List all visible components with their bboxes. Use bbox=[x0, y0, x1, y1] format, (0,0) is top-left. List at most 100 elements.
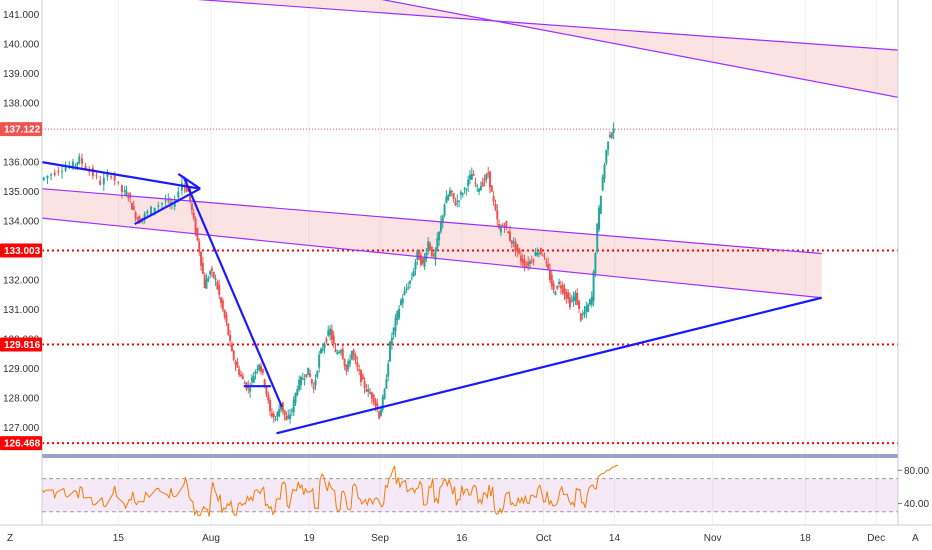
candle-body bbox=[249, 387, 252, 392]
candle-body bbox=[556, 286, 559, 289]
candle-body bbox=[336, 352, 339, 354]
channel-bands bbox=[42, 0, 898, 298]
time-axis-background bbox=[0, 525, 932, 550]
candle-body bbox=[258, 364, 261, 371]
candle-body bbox=[518, 248, 521, 254]
price-axis[interactable]: 127.000128.000129.000130.000131.000132.0… bbox=[3, 10, 40, 434]
time-tick-label: Nov bbox=[704, 533, 722, 544]
candle-body bbox=[267, 394, 270, 401]
candle-body bbox=[476, 185, 479, 187]
candle-body bbox=[299, 376, 302, 386]
candle-body bbox=[287, 415, 290, 419]
candle-body bbox=[490, 185, 493, 192]
candle-body bbox=[568, 297, 571, 308]
candle-body bbox=[439, 221, 442, 232]
candle-body bbox=[456, 200, 459, 202]
candle-body bbox=[398, 308, 401, 318]
candle-body bbox=[450, 190, 453, 193]
candle-body bbox=[438, 231, 441, 241]
candle-body bbox=[399, 300, 402, 305]
candle-body bbox=[329, 328, 332, 336]
candle-body bbox=[265, 386, 268, 395]
candle-body bbox=[390, 337, 393, 345]
time-tick-label: Aug bbox=[202, 533, 220, 544]
candle-body bbox=[429, 243, 432, 250]
candle-body bbox=[427, 241, 430, 252]
candle-body bbox=[481, 181, 484, 187]
timezone-button[interactable]: Z bbox=[7, 533, 13, 544]
candle-body bbox=[76, 162, 79, 165]
candle-body bbox=[50, 174, 53, 176]
candle-body bbox=[236, 361, 239, 368]
candle-body bbox=[412, 271, 415, 277]
candle-body bbox=[120, 185, 123, 193]
candle-body bbox=[274, 418, 277, 420]
candle-body bbox=[240, 374, 243, 377]
candle-body bbox=[312, 386, 315, 389]
candle-body bbox=[608, 135, 611, 138]
candle-body bbox=[42, 177, 45, 180]
candle-body bbox=[180, 183, 183, 191]
candle-body bbox=[345, 364, 348, 372]
candle-body bbox=[370, 392, 373, 399]
time-axis[interactable]: 15 Aug 19 Sep 16 Oct 14 Nov 18 Dec bbox=[113, 533, 885, 544]
candle-body bbox=[169, 202, 172, 204]
candle-body bbox=[536, 252, 539, 256]
pennant-lower-line bbox=[134, 187, 201, 226]
candle-body bbox=[579, 313, 582, 321]
candle-body bbox=[436, 238, 439, 251]
candle-body bbox=[323, 343, 326, 348]
current-price-badge: 137.122 bbox=[4, 125, 41, 136]
candle-body bbox=[209, 271, 212, 275]
pennant-upper-line bbox=[41, 161, 201, 190]
price-axis-badges: 137.122 133.003 129.816 126.468 bbox=[0, 122, 42, 451]
candle-body bbox=[254, 371, 257, 374]
candle-body bbox=[407, 287, 410, 289]
candle-body bbox=[583, 311, 586, 315]
candle-body bbox=[352, 349, 355, 356]
rsi-axis[interactable]: 40.00 80.00 bbox=[898, 466, 929, 510]
price-tick-label: 138.000 bbox=[3, 99, 40, 110]
candle-body bbox=[80, 158, 83, 164]
candle-body bbox=[292, 399, 295, 413]
candle-body bbox=[410, 277, 413, 279]
candle-body bbox=[492, 196, 495, 202]
candle-body bbox=[559, 285, 562, 289]
candle-body bbox=[294, 393, 297, 404]
candle-body bbox=[134, 212, 137, 219]
candle-body bbox=[205, 279, 208, 289]
time-tick-label: Sep bbox=[371, 533, 389, 544]
auto-scale-button[interactable]: A bbox=[912, 533, 919, 544]
candle-body bbox=[210, 268, 213, 271]
candle-body bbox=[218, 284, 221, 295]
candle-body bbox=[363, 381, 366, 388]
candle-body bbox=[220, 297, 223, 304]
candle-body bbox=[425, 252, 428, 260]
candle-body bbox=[225, 315, 228, 323]
candle-body bbox=[572, 296, 575, 302]
candle-body bbox=[587, 304, 590, 312]
candle-body bbox=[394, 318, 397, 331]
candle-body bbox=[530, 261, 533, 263]
level-badge-bg bbox=[0, 436, 42, 451]
candle-body bbox=[132, 206, 135, 210]
candle-body bbox=[53, 172, 56, 176]
candle-body bbox=[421, 258, 424, 264]
candle-body bbox=[123, 189, 126, 192]
candle-body bbox=[327, 330, 330, 336]
price-tick-label: 129.000 bbox=[3, 364, 40, 375]
candle-body bbox=[341, 349, 344, 359]
candle-body bbox=[574, 292, 577, 301]
candle-body bbox=[125, 191, 128, 196]
candle-body bbox=[177, 191, 180, 198]
candle-body bbox=[459, 192, 462, 195]
time-tick-label: 19 bbox=[304, 533, 316, 544]
candle-body bbox=[310, 379, 313, 384]
candle-body bbox=[46, 175, 49, 179]
price-tick-label: 128.000 bbox=[3, 393, 40, 404]
middle-channel-bottom-line bbox=[41, 217, 822, 299]
candle-body bbox=[187, 190, 190, 192]
candle-body bbox=[232, 350, 235, 360]
candle-body bbox=[227, 323, 230, 335]
